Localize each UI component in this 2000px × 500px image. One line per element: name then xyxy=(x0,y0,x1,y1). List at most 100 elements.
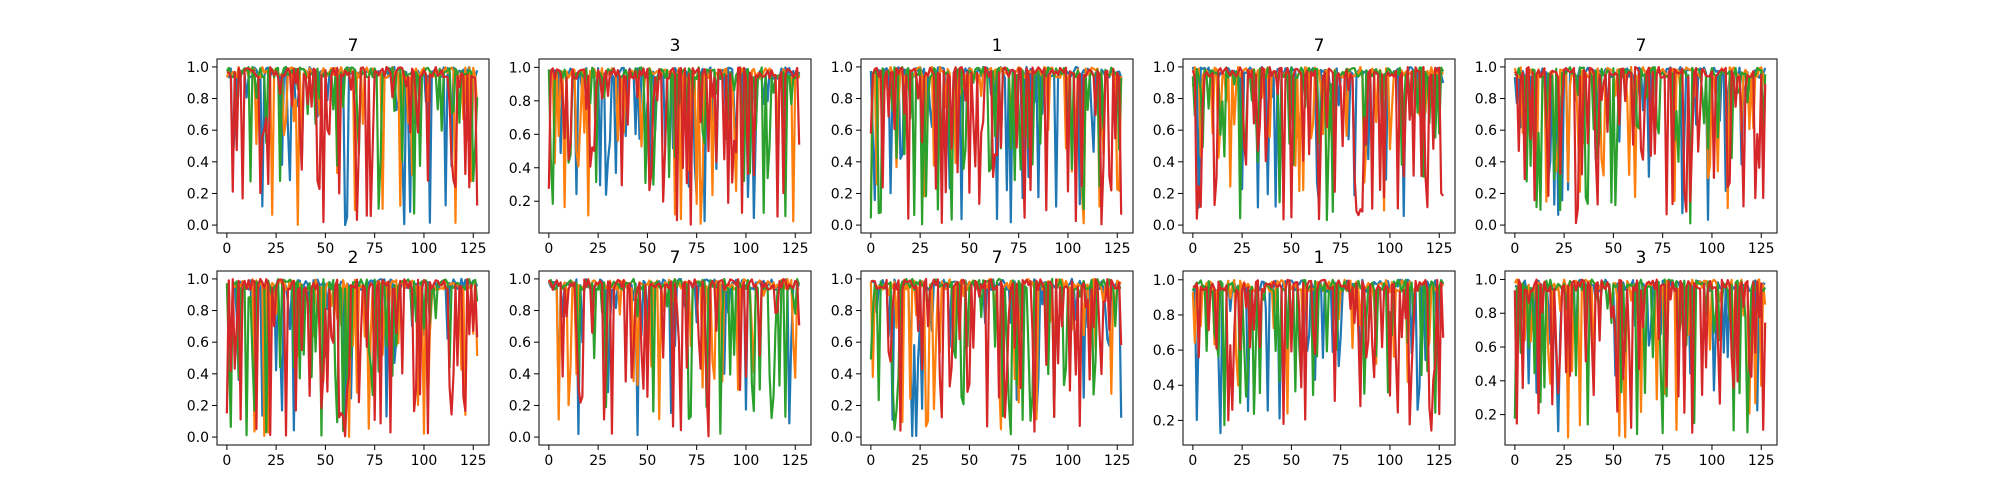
x-tick-label: 25 xyxy=(589,453,607,469)
x-tick-label: 100 xyxy=(1377,453,1404,469)
subplot-4: 7 0 25 50 75 100 125 0.0 0.2 0.4 0.6 0.8 1.0 xyxy=(1153,36,1456,257)
series-group xyxy=(1513,278,1767,439)
series-line-3 xyxy=(547,66,801,218)
subplot-title: 7 xyxy=(1314,36,1325,56)
series-group xyxy=(1191,65,1445,222)
y-tick-label: 0.2 xyxy=(831,186,853,202)
x-tick-label: 50 xyxy=(638,453,656,469)
y-tick-label: 0.8 xyxy=(1475,92,1497,108)
y-tick-label: 0.8 xyxy=(1153,92,1175,108)
y-tick-label: 0.8 xyxy=(831,304,853,320)
x-tick-label: 25 xyxy=(911,453,929,469)
x-tick-label: 25 xyxy=(1233,241,1251,257)
series-line-4 xyxy=(226,65,479,224)
y-tick-label: 0.8 xyxy=(509,94,531,110)
x-tick-label: 100 xyxy=(1699,453,1726,469)
x-tick-label: 100 xyxy=(411,453,438,469)
series-group xyxy=(1513,65,1767,225)
y-tick-label: 0.6 xyxy=(1153,123,1175,139)
subplot-9: 1 0 25 50 75 100 125 0.2 0.4 0.6 0.8 1.0 xyxy=(1153,248,1456,469)
x-tick-label: 125 xyxy=(1748,241,1775,257)
y-tick-label: 0.4 xyxy=(509,161,531,177)
x-tick-label: 50 xyxy=(960,453,978,469)
series-line-4 xyxy=(547,66,801,226)
y-tick-label: 1.0 xyxy=(1153,60,1175,76)
y-tick-label: 0.0 xyxy=(831,430,853,446)
y-tick-label: 0.8 xyxy=(187,304,209,320)
series-line-4 xyxy=(1191,65,1445,221)
y-tick-label: 0.2 xyxy=(509,194,531,210)
series-group xyxy=(869,277,1123,438)
y-tick-label: 0.2 xyxy=(831,398,853,414)
x-tick-label: 75 xyxy=(1010,241,1028,257)
y-tick-label: 0.0 xyxy=(831,218,853,234)
x-tick-label: 75 xyxy=(1332,241,1350,257)
subplot-title: 7 xyxy=(348,36,359,56)
y-tick-label: 0.6 xyxy=(831,335,853,351)
y-tick-label: 0.2 xyxy=(1153,186,1175,202)
y-tick-label: 0.6 xyxy=(1475,340,1497,356)
x-tick-label: 0 xyxy=(1510,453,1519,469)
x-tick-label: 25 xyxy=(267,241,285,257)
series-line-3 xyxy=(1191,66,1445,222)
y-tick-label: 0.4 xyxy=(509,367,531,383)
series-line-4 xyxy=(1513,278,1767,434)
x-tick-label: 25 xyxy=(589,241,607,257)
series-line-3 xyxy=(225,65,479,215)
x-tick-label: 100 xyxy=(733,453,760,469)
y-tick-label: 0.4 xyxy=(1153,155,1175,171)
subplot-title: 1 xyxy=(1314,248,1325,268)
y-tick-label: 0.6 xyxy=(187,123,209,139)
x-tick-label: 50 xyxy=(1282,453,1300,469)
y-tick-label: 0.2 xyxy=(187,398,209,414)
x-tick-label: 50 xyxy=(960,241,978,257)
axes-frame xyxy=(216,58,490,234)
axes-frame xyxy=(538,58,812,234)
axes-frame xyxy=(1182,58,1456,234)
x-tick-label: 50 xyxy=(638,241,656,257)
series-group xyxy=(225,277,479,438)
axes-frame xyxy=(860,58,1134,234)
y-tick-label: 0.2 xyxy=(187,186,209,202)
series-group xyxy=(547,277,801,438)
y-tick-label: 0.6 xyxy=(1153,343,1175,359)
x-tick-label: 75 xyxy=(1654,241,1672,257)
x-tick-label: 75 xyxy=(688,453,706,469)
y-tick-label: 1.0 xyxy=(831,272,853,288)
series-line-4 xyxy=(870,277,1123,433)
x-tick-label: 125 xyxy=(460,241,487,257)
x-tick-label: 75 xyxy=(688,241,706,257)
x-tick-label: 50 xyxy=(1604,453,1622,469)
series-line-4 xyxy=(869,65,1123,226)
x-tick-label: 125 xyxy=(460,453,487,469)
x-tick-label: 0 xyxy=(1188,241,1197,257)
subplot-6: 2 0 25 50 75 100 125 0.0 0.2 0.4 0.6 0.8 1.0 xyxy=(187,248,490,469)
y-tick-label: 0.8 xyxy=(187,92,209,108)
y-tick-label: 0.2 xyxy=(1475,186,1497,202)
x-tick-label: 125 xyxy=(1104,241,1131,257)
x-tick-label: 125 xyxy=(782,453,809,469)
x-tick-label: 25 xyxy=(267,453,285,469)
x-tick-label: 25 xyxy=(1555,241,1573,257)
y-tick-label: 0.4 xyxy=(831,155,853,171)
series-group xyxy=(869,65,1123,226)
series-line-4 xyxy=(225,277,479,438)
y-tick-label: 0.4 xyxy=(1153,378,1175,394)
y-tick-label: 0.0 xyxy=(1475,218,1497,234)
x-tick-label: 75 xyxy=(366,241,384,257)
x-tick-label: 100 xyxy=(1699,241,1726,257)
y-tick-label: 0.0 xyxy=(187,218,209,234)
subplot-10: 3 0 25 50 75 100 125 0.2 0.4 0.6 0.8 1.0 xyxy=(1475,248,1778,469)
axes-frame xyxy=(1504,58,1778,234)
y-tick-label: 0.4 xyxy=(187,367,209,383)
subplot-title: 7 xyxy=(1636,36,1647,56)
subplot-title: 7 xyxy=(670,248,681,268)
x-tick-label: 0 xyxy=(544,453,553,469)
y-tick-label: 1.0 xyxy=(509,272,531,288)
y-tick-label: 0.0 xyxy=(509,430,531,446)
axes-frame xyxy=(538,270,812,446)
x-tick-label: 50 xyxy=(316,241,334,257)
y-tick-label: 0.4 xyxy=(187,155,209,171)
y-tick-label: 1.0 xyxy=(187,60,209,76)
